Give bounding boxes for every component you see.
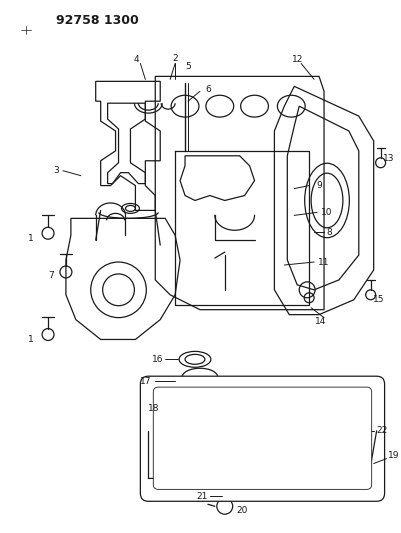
Text: 1: 1 — [28, 233, 34, 243]
Text: 1: 1 — [28, 335, 34, 344]
Text: 7: 7 — [48, 271, 54, 280]
Text: 15: 15 — [373, 295, 385, 304]
Text: 13: 13 — [383, 154, 394, 163]
Text: 18: 18 — [148, 405, 159, 414]
Text: 10: 10 — [321, 208, 333, 217]
Text: 20: 20 — [236, 506, 247, 515]
FancyBboxPatch shape — [153, 387, 372, 489]
Text: 8: 8 — [326, 228, 332, 237]
Text: 17: 17 — [140, 377, 151, 386]
Text: 16: 16 — [152, 355, 163, 364]
Text: 5: 5 — [185, 62, 191, 71]
Text: 11: 11 — [318, 257, 330, 266]
Text: 14: 14 — [315, 317, 327, 326]
Text: 22: 22 — [376, 426, 387, 435]
Text: 9: 9 — [316, 181, 322, 190]
Text: 92758 1300: 92758 1300 — [56, 14, 139, 27]
FancyBboxPatch shape — [140, 376, 385, 502]
Text: 2: 2 — [172, 54, 178, 63]
Text: 4: 4 — [134, 55, 139, 64]
Text: 3: 3 — [53, 166, 59, 175]
Text: 19: 19 — [388, 451, 399, 460]
Text: 6: 6 — [205, 85, 211, 94]
Text: 21: 21 — [196, 492, 208, 501]
Text: 12: 12 — [292, 55, 303, 64]
